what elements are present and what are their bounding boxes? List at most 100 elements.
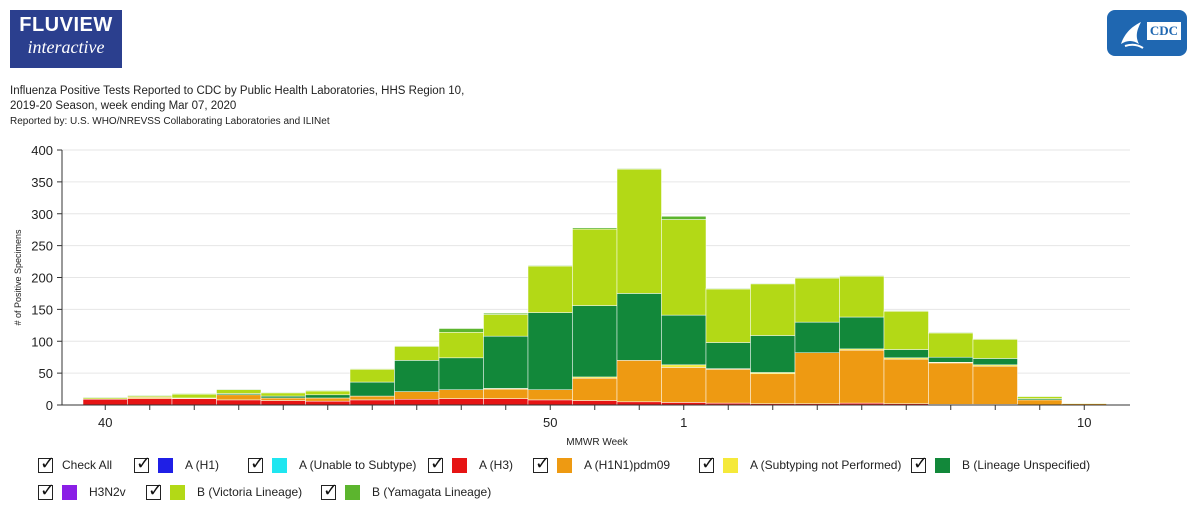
bar-segment [527,265,573,267]
bar-segment [394,346,440,361]
bar-segment [750,373,796,404]
legend-item-a-h1[interactable]: A (H1) [134,453,220,476]
bar-segment [483,335,529,389]
chart-source: Reported by: U.S. WHO/NREVSS Collaborati… [10,116,330,127]
bar-segment [661,364,707,368]
bar-segment [260,395,306,399]
bar-segment [661,314,707,366]
bar-segment [1017,395,1063,397]
bar-segment [705,288,751,290]
bar-segment [839,349,885,404]
bar-segment [972,338,1018,340]
x-tick-label: 1 [680,415,687,430]
bar-segment [705,288,751,343]
legend-label: Check All [62,458,113,472]
bar-segment [572,305,618,378]
legend-item-a-unable[interactable]: A (Unable to Subtype) [248,453,416,476]
legend-swatch [272,457,287,473]
bar-segment [794,277,840,279]
bar-segment [705,369,751,404]
bar-segment [171,393,217,395]
legend-label: A (Subtyping not Performed) [750,458,902,472]
legend-item-h3n2v[interactable]: H3N2v [38,480,126,503]
bar-segment [972,339,1018,359]
bar-segment [794,321,840,353]
legend-item-b-yamagata[interactable]: B (Yamagata Lineage) [321,480,491,503]
bar-segment [705,342,751,369]
fluview-logo: FLUVIEW interactive [10,10,122,68]
bar-segment [216,389,262,394]
bar-segment [750,282,796,285]
bar-segment [216,388,262,390]
bar-segment [661,219,707,316]
x-tick-label: 10 [1077,415,1091,430]
bar-segment [883,358,929,404]
legend-check-all[interactable]: Check All [38,453,113,476]
checkbox[interactable] [533,453,550,474]
bar-segment [527,389,573,401]
bar-segment [260,400,306,406]
bar-segment [839,316,885,350]
legend-item-b-lineage-unspecified[interactable]: B (Lineage Unspecified) [911,453,1091,476]
legend-item-a-subtyping-not-performed[interactable]: A (Subtyping not Performed) [699,453,902,476]
bar-segment [750,283,796,336]
bar-segment [305,394,351,399]
bar-segment [483,398,529,406]
bar-segment [839,275,885,318]
checkbox[interactable] [699,453,716,474]
cdc-logo: CDC [1107,10,1187,56]
bar-segment [661,216,707,220]
bar-segment [572,377,618,401]
bar-segment [1017,399,1063,406]
logo-title: FLUVIEW [19,14,113,36]
bar-segment [572,400,618,406]
bar-segment [349,381,395,397]
logo-subtitle: interactive [27,37,105,57]
legend-item-a-h1n1[interactable]: A (H1N1)pdm09 [533,453,670,476]
checkbox[interactable] [248,453,265,474]
legend-label: A (H3) [479,458,514,472]
bar-segment [394,391,440,400]
bar-segment [438,398,484,406]
bar-segment [82,399,128,406]
bar-segment [928,362,974,405]
stacked-bar-chart: 0 50 100 150 200 250 300 350 400 40 50 1 10 MMWR Week… [13,143,1130,448]
bar-segment [572,227,618,230]
legend-label: B (Lineage Unspecified) [962,458,1091,472]
checkbox-check-all[interactable] [38,453,55,474]
bar-segment [260,392,306,397]
checkbox[interactable] [321,480,338,501]
y-axis-label: # of Positive Specimens [13,229,23,326]
x-axis-label: MMWR Week [566,437,628,448]
bar-segment [794,277,840,323]
bar-segment [349,395,395,401]
chart-titles: Influenza Positive Tests Reported to CDC… [10,84,464,129]
bar-segment [661,367,707,403]
bar-segment [527,399,573,406]
y-tick-label: 100 [31,334,53,349]
checkbox[interactable] [146,480,163,501]
bar-segment [750,335,796,373]
bar-segment [883,311,929,350]
x-tick-label: 50 [543,415,557,430]
legend-label: A (H1) [185,458,220,472]
bar-segment [394,345,440,347]
bar-segment [794,352,840,404]
bar-segment [616,168,662,294]
bar-segment [305,390,351,392]
bar-segment [438,328,484,333]
bar-segment [260,392,306,394]
bar-segment [349,399,395,406]
legend-item-a-h3[interactable]: A (H3) [428,453,514,476]
checkbox[interactable] [911,453,928,474]
bar-segment [1061,402,1107,404]
checkbox[interactable] [428,453,445,474]
bar-segment [349,368,395,370]
bar-segment [883,349,929,359]
bar-segment [349,369,395,383]
checkbox[interactable] [134,453,151,474]
y-tick-label: 50 [39,366,53,381]
checkbox[interactable] [38,480,55,501]
bar-segment [438,332,484,359]
legend-item-b-victoria[interactable]: B (Victoria Lineage) [146,480,302,503]
